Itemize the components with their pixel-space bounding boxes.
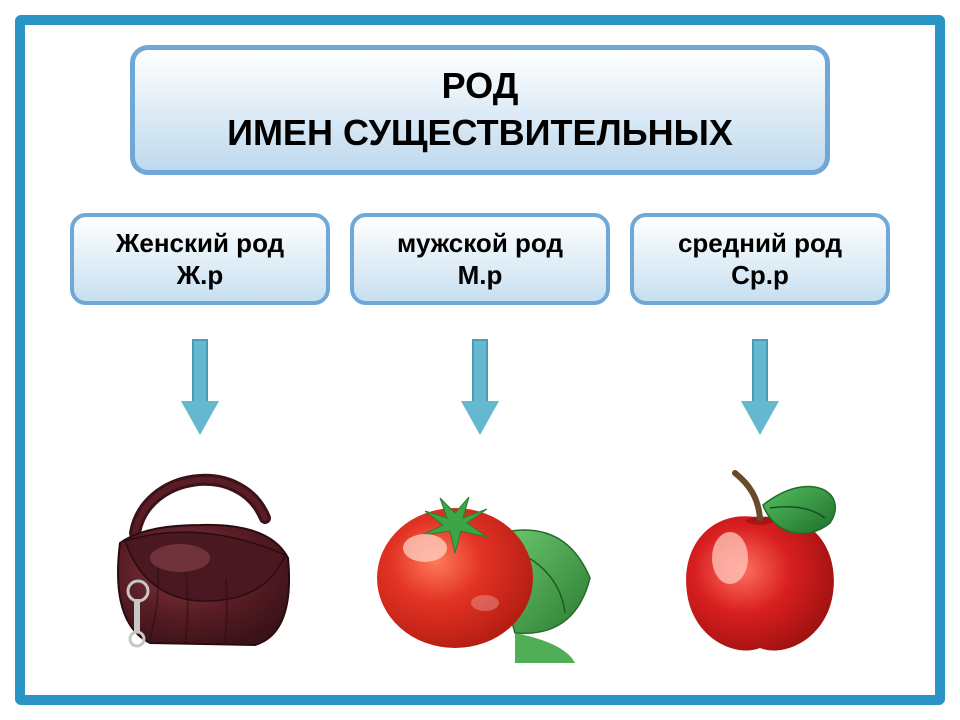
title-box: РОД ИМЕН СУЩЕСТВИТЕЛЬНЫХ <box>130 45 830 175</box>
label-neuter-line1: средний род <box>678 227 842 260</box>
arrow-icon <box>463 339 497 439</box>
label-box-masculine: мужской род М.р <box>350 213 610 305</box>
column-masculine: мужской род М.р <box>345 213 615 663</box>
arrow-icon <box>183 339 217 439</box>
column-neuter: средний род Ср.р <box>625 213 895 663</box>
arrow-icon <box>743 339 777 439</box>
columns-row: Женский род Ж.р <box>55 213 905 663</box>
image-apple <box>645 463 875 663</box>
label-box-feminine: Женский род Ж.р <box>70 213 330 305</box>
label-masculine-line2: М.р <box>458 259 503 292</box>
title-line1: РОД <box>442 63 519 110</box>
image-handbag <box>85 463 315 663</box>
label-feminine-line1: Женский род <box>116 227 284 260</box>
label-feminine-line2: Ж.р <box>177 259 224 292</box>
outer-frame: РОД ИМЕН СУЩЕСТВИТЕЛЬНЫХ Женский род Ж.р <box>15 15 945 705</box>
label-box-neuter: средний род Ср.р <box>630 213 890 305</box>
label-neuter-line2: Ср.р <box>731 259 789 292</box>
column-feminine: Женский род Ж.р <box>65 213 335 663</box>
title-line2: ИМЕН СУЩЕСТВИТЕЛЬНЫХ <box>227 110 733 157</box>
image-tomato <box>365 463 595 663</box>
label-masculine-line1: мужской род <box>397 227 563 260</box>
